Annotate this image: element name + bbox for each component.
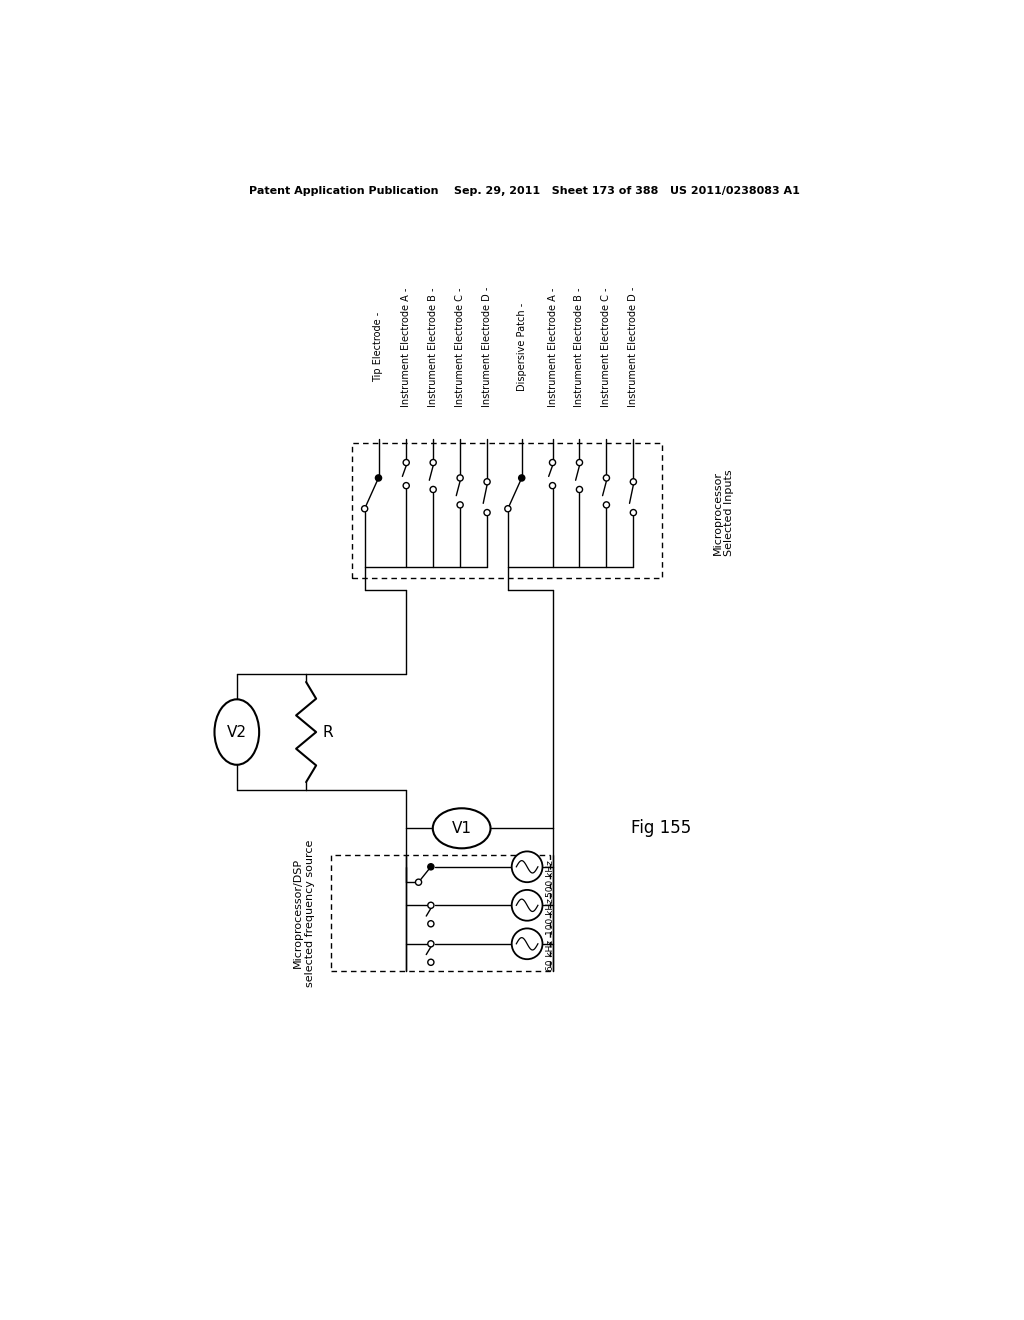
Text: V2: V2 [227,725,247,739]
Circle shape [512,851,543,882]
Text: Instrument Electrode C -: Instrument Electrode C - [601,288,611,407]
Circle shape [631,510,637,516]
Circle shape [428,921,434,927]
Circle shape [512,890,543,921]
Circle shape [428,903,434,908]
Circle shape [550,459,556,466]
Text: Tip Electrode -: Tip Electrode - [374,312,384,383]
Circle shape [430,459,436,466]
Circle shape [577,459,583,466]
Circle shape [428,960,434,965]
Text: V1: V1 [452,821,472,836]
Text: Instrument Electrode A -: Instrument Electrode A - [548,288,557,407]
Circle shape [631,479,637,484]
Text: Instrument Electrode A -: Instrument Electrode A - [401,288,412,407]
Circle shape [361,506,368,512]
Ellipse shape [214,700,259,764]
Circle shape [428,863,434,870]
Circle shape [512,928,543,960]
Circle shape [484,479,490,484]
Circle shape [416,879,422,886]
Ellipse shape [433,808,490,849]
Circle shape [518,475,525,480]
Circle shape [457,475,463,480]
Text: Fig 155: Fig 155 [631,820,691,837]
Text: 60 kHz: 60 kHz [546,940,555,972]
Circle shape [376,475,382,480]
Circle shape [457,502,463,508]
Text: Instrument Electrode D -: Instrument Electrode D - [482,286,493,408]
Circle shape [428,941,434,946]
Circle shape [577,486,583,492]
Text: R: R [323,725,333,739]
Text: Dispersive Patch -: Dispersive Patch - [517,302,526,391]
Bar [352,444,662,578]
Circle shape [484,510,490,516]
Circle shape [403,459,410,466]
Text: Instrument Electrode D -: Instrument Electrode D - [629,286,638,408]
Text: Patent Application Publication    Sep. 29, 2011   Sheet 173 of 388   US 2011/023: Patent Application Publication Sep. 29, … [250,186,800,195]
Text: Microprocessor
Selected Inputs: Microprocessor Selected Inputs [713,470,734,556]
Circle shape [603,502,609,508]
Circle shape [550,483,556,488]
Text: Instrument Electrode B -: Instrument Electrode B - [574,288,585,407]
Text: 100 kHz: 100 kHz [546,899,555,936]
Bar [331,855,550,970]
Circle shape [430,486,436,492]
Text: Microprocessor/DSP
selected frequency source: Microprocessor/DSP selected frequency so… [293,840,314,986]
Circle shape [505,506,511,512]
Circle shape [603,475,609,480]
Text: Instrument Electrode C -: Instrument Electrode C - [455,288,465,407]
Text: 500 kHz: 500 kHz [546,859,555,896]
Circle shape [403,483,410,488]
Text: Instrument Electrode B -: Instrument Electrode B - [428,288,438,407]
